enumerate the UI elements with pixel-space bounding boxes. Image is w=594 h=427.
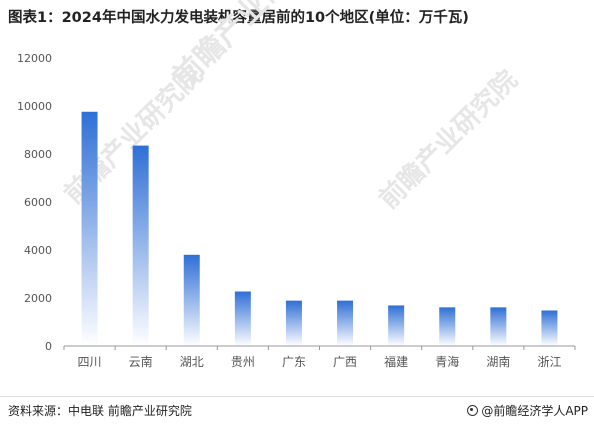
y-tick-label: 12000 <box>17 52 52 65</box>
bar-湖南 <box>490 307 507 346</box>
y-tick-label: 8000 <box>24 148 52 161</box>
bar-广西 <box>337 300 354 346</box>
y-tick-label: 0 <box>45 340 52 353</box>
bar-青海 <box>439 307 456 346</box>
y-tick-label: 4000 <box>24 244 52 257</box>
bar-四川 <box>81 111 98 346</box>
watermark-text: 前瞻产业研究院 <box>166 0 339 96</box>
x-tick-label: 广东 <box>282 355 306 369</box>
x-tick-label: 湖北 <box>180 354 204 369</box>
bar-贵州 <box>234 291 251 346</box>
y-tick-label: 6000 <box>24 196 52 209</box>
y-tick-label: 2000 <box>24 292 52 305</box>
x-tick-label: 云南 <box>129 354 153 369</box>
x-tick-label: 浙江 <box>537 355 561 369</box>
bar-云南 <box>132 145 149 346</box>
bar-浙江 <box>541 310 558 346</box>
x-tick-label: 四川 <box>78 355 102 369</box>
x-tick-label: 湖南 <box>486 354 510 369</box>
bar-广东 <box>285 300 302 346</box>
x-tick-label: 广西 <box>333 355 357 369</box>
chart-title: 图表1：2024年中国水力发电装机容量居前的10个地区(单位：万千瓦) <box>8 10 469 26</box>
brand-logo-icon <box>467 405 479 416</box>
watermark-text: 前瞻产业研究院 <box>373 64 524 215</box>
bar-福建 <box>388 305 405 346</box>
x-tick-label: 贵州 <box>231 355 255 369</box>
x-tick-label: 青海 <box>435 354 459 369</box>
y-tick-label: 10000 <box>17 100 52 113</box>
x-tick-label: 福建 <box>384 354 408 369</box>
bar-湖北 <box>183 254 200 346</box>
source-text: 资料来源：中电联 前瞻产业研究院 <box>8 404 192 418</box>
brand-text: @前瞻经济学人APP <box>481 404 588 418</box>
footer: 资料来源：中电联 前瞻产业研究院 @前瞻经济学人APP <box>0 396 594 427</box>
brand-label: @前瞻经济学人APP <box>467 402 588 419</box>
